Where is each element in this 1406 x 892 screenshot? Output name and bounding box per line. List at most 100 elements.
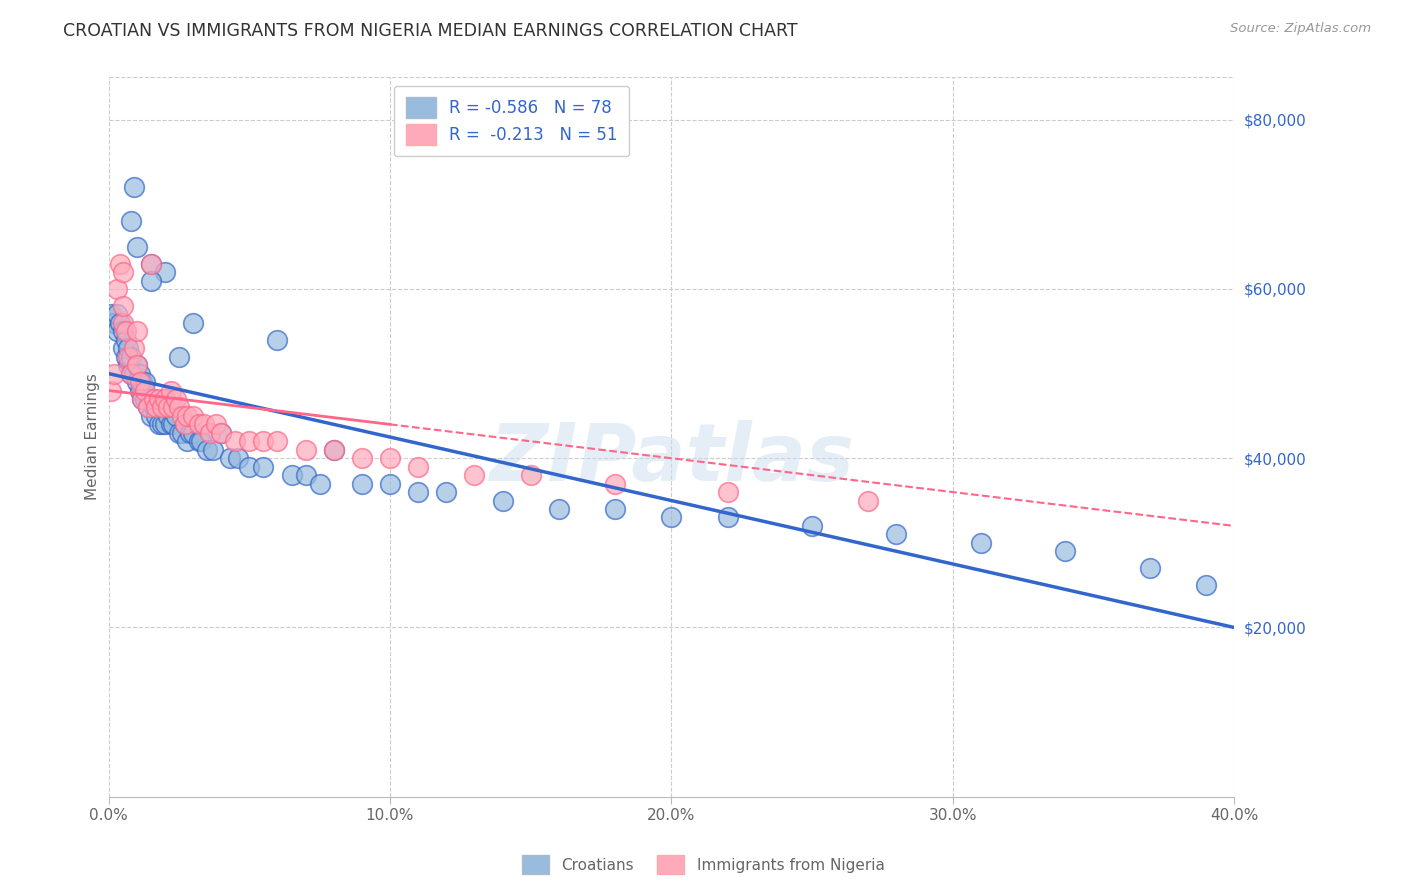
Point	[173, 417, 195, 432]
Point	[717, 485, 740, 500]
Point	[1139, 561, 1161, 575]
Point	[103, 367, 125, 381]
Point	[120, 214, 142, 228]
Point	[165, 409, 187, 423]
Point	[108, 316, 131, 330]
Point	[181, 425, 204, 440]
Point	[252, 434, 274, 449]
Point	[226, 451, 249, 466]
Point	[136, 401, 159, 415]
Point	[547, 502, 569, 516]
Point	[111, 265, 134, 279]
Point	[111, 341, 134, 355]
Point	[117, 350, 139, 364]
Point	[128, 367, 150, 381]
Point	[131, 392, 153, 406]
Point	[111, 316, 134, 330]
Point	[209, 425, 232, 440]
Point	[125, 324, 148, 338]
Point	[162, 417, 184, 432]
Point	[659, 510, 682, 524]
Point	[153, 265, 176, 279]
Point	[266, 434, 288, 449]
Point	[176, 434, 198, 449]
Point	[105, 324, 128, 338]
Point	[134, 375, 156, 389]
Point	[294, 468, 316, 483]
Point	[142, 401, 165, 415]
Point	[100, 384, 122, 398]
Point	[195, 442, 218, 457]
Point	[238, 459, 260, 474]
Point	[153, 417, 176, 432]
Y-axis label: Median Earnings: Median Earnings	[86, 374, 100, 500]
Point	[187, 434, 209, 449]
Point	[139, 273, 162, 287]
Point	[1054, 544, 1077, 558]
Point	[148, 417, 170, 432]
Point	[322, 442, 344, 457]
Point	[406, 459, 429, 474]
Point	[519, 468, 541, 483]
Point	[103, 316, 125, 330]
Point	[153, 392, 176, 406]
Point	[136, 401, 159, 415]
Point	[120, 367, 142, 381]
Point	[156, 401, 179, 415]
Point	[105, 282, 128, 296]
Point	[165, 392, 187, 406]
Point	[858, 493, 880, 508]
Text: CROATIAN VS IMMIGRANTS FROM NIGERIA MEDIAN EARNINGS CORRELATION CHART: CROATIAN VS IMMIGRANTS FROM NIGERIA MEDI…	[63, 22, 797, 40]
Point	[209, 425, 232, 440]
Point	[148, 392, 170, 406]
Point	[159, 417, 181, 432]
Point	[173, 417, 195, 432]
Point	[128, 375, 150, 389]
Point	[134, 384, 156, 398]
Point	[294, 442, 316, 457]
Point	[131, 375, 153, 389]
Point	[266, 333, 288, 347]
Point	[378, 476, 401, 491]
Point	[406, 485, 429, 500]
Point	[193, 417, 215, 432]
Point	[167, 401, 190, 415]
Point	[111, 299, 134, 313]
Point	[153, 392, 176, 406]
Point	[134, 392, 156, 406]
Point	[280, 468, 302, 483]
Point	[218, 451, 240, 466]
Point	[378, 451, 401, 466]
Point	[181, 409, 204, 423]
Point	[128, 384, 150, 398]
Point	[120, 350, 142, 364]
Point	[238, 434, 260, 449]
Point	[114, 333, 136, 347]
Point	[150, 417, 173, 432]
Point	[142, 392, 165, 406]
Point	[434, 485, 457, 500]
Point	[717, 510, 740, 524]
Point	[801, 519, 824, 533]
Point	[162, 401, 184, 415]
Point	[198, 425, 221, 440]
Point	[139, 409, 162, 423]
Point	[122, 180, 145, 194]
Point	[125, 375, 148, 389]
Point	[145, 409, 167, 423]
Point	[176, 409, 198, 423]
Point	[350, 451, 373, 466]
Point	[120, 367, 142, 381]
Point	[114, 350, 136, 364]
Point	[603, 476, 626, 491]
Point	[117, 358, 139, 372]
Point	[970, 536, 993, 550]
Point	[463, 468, 485, 483]
Point	[308, 476, 330, 491]
Point	[224, 434, 246, 449]
Point	[170, 409, 193, 423]
Point	[139, 257, 162, 271]
Point	[139, 392, 162, 406]
Point	[603, 502, 626, 516]
Point	[181, 316, 204, 330]
